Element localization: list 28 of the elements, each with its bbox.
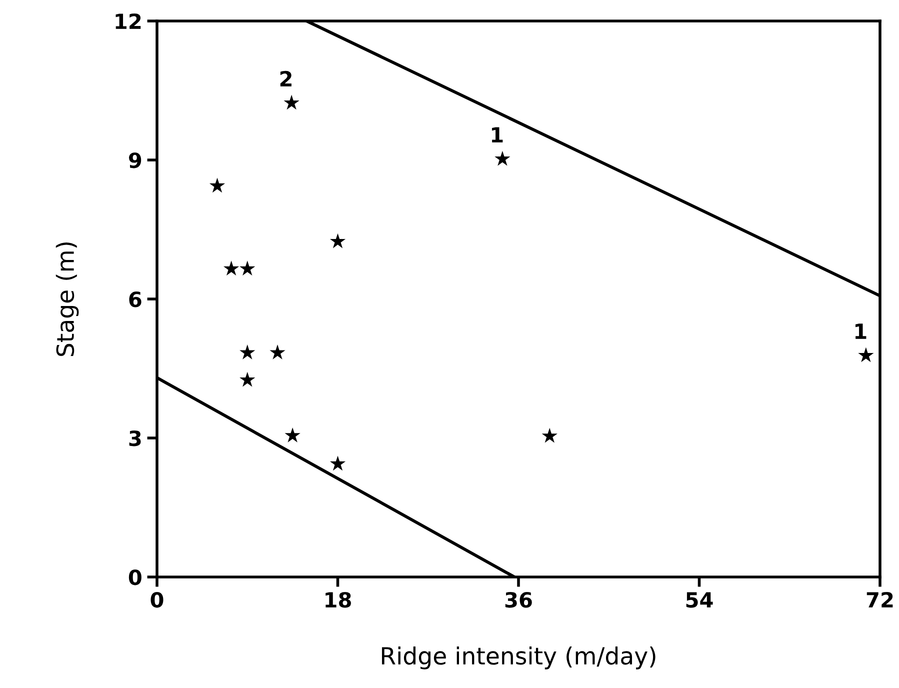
point	[330, 456, 346, 471]
y-axis-title: Stage (m)	[56, 242, 79, 356]
annotation: 1	[492, 127, 503, 142]
annotation: 1	[855, 324, 866, 339]
y-tick-label: 6	[129, 291, 142, 308]
point	[284, 427, 300, 442]
x-tick-label: 72	[866, 592, 893, 608]
x-axis-title: Ridge intensity (m/day)	[382, 646, 656, 670]
x-tick-label: 0	[150, 592, 164, 608]
y-tick-label: 0	[128, 569, 142, 586]
point	[240, 260, 256, 276]
point	[209, 178, 226, 193]
point	[542, 428, 558, 443]
point	[494, 150, 510, 166]
point	[240, 344, 256, 360]
x-tick-label: 36	[505, 592, 532, 608]
point	[330, 233, 346, 248]
point	[858, 347, 874, 362]
point	[270, 344, 286, 360]
point	[284, 94, 300, 110]
annotation: 2	[280, 70, 292, 86]
x-tick-label: 54	[686, 592, 713, 608]
point	[240, 372, 256, 387]
point	[223, 260, 240, 276]
y-tick-label: 9	[129, 152, 142, 168]
y-tick-label: 12	[116, 13, 141, 29]
y-tick-label: 3	[129, 430, 141, 446]
x-tick-label: 18	[326, 592, 351, 608]
